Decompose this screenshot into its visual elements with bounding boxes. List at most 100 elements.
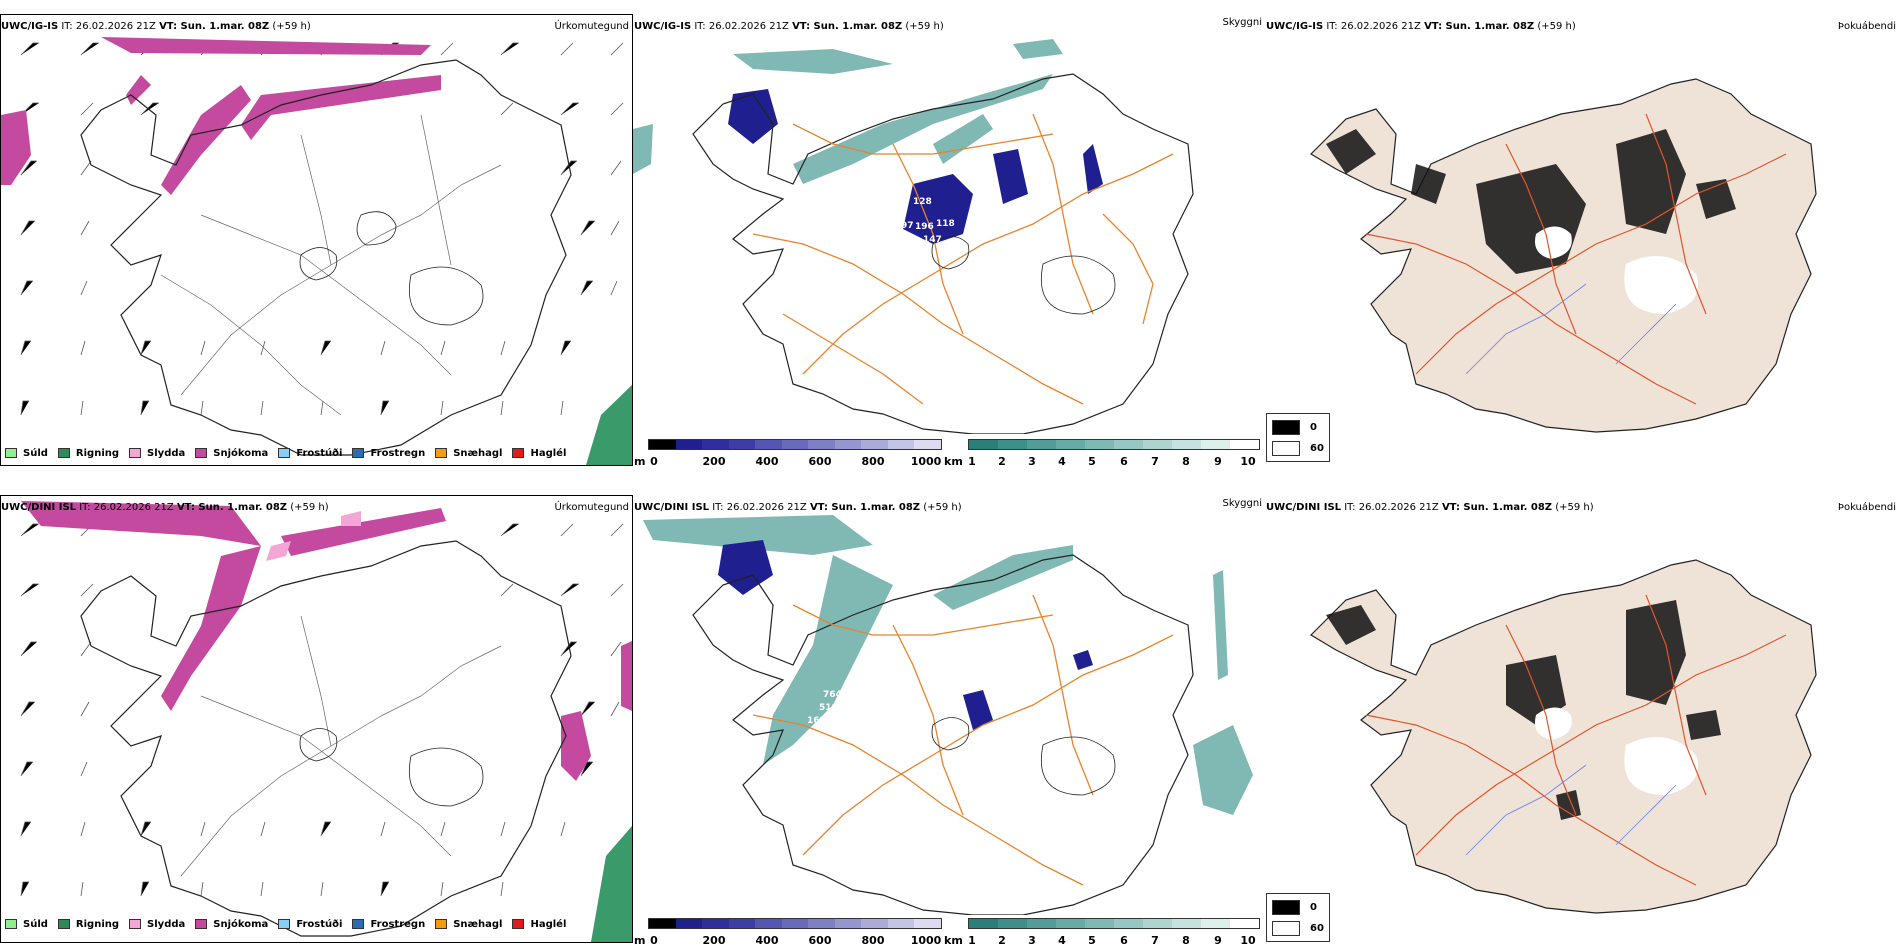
road-lines xyxy=(180,615,502,877)
legend-swatch xyxy=(352,919,365,929)
lead-time: (+59 h) xyxy=(905,21,944,32)
fog-panel-row1 xyxy=(1266,34,1900,434)
fog-legend-swatch-black xyxy=(1272,900,1300,915)
height-colorbar-swatches xyxy=(648,439,942,450)
legend-item: Snjókoma xyxy=(195,919,268,930)
ceiling-areas xyxy=(728,89,1103,244)
legend-swatch xyxy=(512,919,525,929)
glacier-outlines xyxy=(299,728,484,807)
height-tick: 400 xyxy=(755,934,779,947)
precip-legend-row2: Súld Rigning Slydda Snjókoma Frostúði Fr… xyxy=(5,916,576,932)
legend-item: Snæhagl xyxy=(435,919,502,930)
legend-swatch xyxy=(435,448,448,458)
parameter-name: Úrkomutegund xyxy=(554,21,629,32)
visibility-colorbar-row2: km 1 2 3 4 5 6 7 8 9 10 xyxy=(944,916,1264,950)
visibility-tick: 10 xyxy=(1240,455,1256,468)
legend-swatch xyxy=(195,919,208,929)
height-unit: m xyxy=(634,455,646,468)
ceiling-label: 112 xyxy=(878,257,897,267)
visibility-tick: 10 xyxy=(1240,934,1256,947)
ceiling-label: 147 xyxy=(923,235,942,245)
legend-swatch xyxy=(278,448,291,458)
fog-legend-max: 60 xyxy=(1310,923,1324,934)
model-name: UWC/DINI ISL xyxy=(634,502,710,513)
init-time: IT: 26.02.2026 21Z xyxy=(61,21,156,32)
legend-label: Frostregn xyxy=(370,447,426,459)
fog-legend-swatch-white xyxy=(1272,441,1300,456)
iceland-outline xyxy=(80,59,572,456)
low-visibility-areas xyxy=(633,39,1063,184)
iceland-landmass xyxy=(1310,559,1817,914)
height-tick: 600 xyxy=(808,455,832,468)
legend-label: Snjókoma xyxy=(213,918,269,930)
ceiling-label: 97 xyxy=(901,221,914,231)
fog-legend-min: 0 xyxy=(1310,422,1317,433)
init-time: IT: 26.02.2026 21Z xyxy=(694,21,789,32)
legend-item: Frostregn xyxy=(352,448,425,459)
snow-bands xyxy=(1,37,441,195)
parameter-name: Þokuábendi xyxy=(1837,502,1896,513)
visibility-tick: 9 xyxy=(1214,455,1222,468)
height-tick: 800 xyxy=(861,455,885,468)
legend-swatch xyxy=(435,919,448,929)
legend-swatch xyxy=(5,448,17,458)
wind-barbs xyxy=(20,523,624,897)
legend-label: Haglél xyxy=(530,447,567,459)
legend-item: Rigning xyxy=(57,918,120,930)
visibility-tick: 8 xyxy=(1182,455,1190,468)
legend-item: Snjókoma xyxy=(195,448,268,459)
legend-label: Slydda xyxy=(147,918,186,930)
legend-swatch xyxy=(352,448,365,458)
legend-item: Slydda xyxy=(129,448,185,459)
legend-label: Súld xyxy=(23,447,48,459)
wind-barbs xyxy=(20,42,624,416)
height-colorbar-row2: m 0 200 400 600 800 1000 xyxy=(634,916,944,950)
visibility-tick: 6 xyxy=(1120,934,1128,947)
road-network xyxy=(1365,113,1787,405)
model-name: UWC/IG-IS xyxy=(634,21,692,32)
sleet-areas xyxy=(266,511,361,561)
rivers xyxy=(1465,764,1677,856)
parameter-name: Þokuábendi xyxy=(1837,21,1896,32)
init-time: IT: 26.02.2026 21Z xyxy=(79,502,174,513)
legend-item: Frostregn xyxy=(352,919,425,930)
legend-swatch xyxy=(129,919,142,929)
valid-time: VT: Sun. 1.mar. 08Z xyxy=(159,21,270,32)
fog-legend-swatch-black xyxy=(1272,420,1300,435)
legend-label: Frostúði xyxy=(296,447,343,459)
panel-header-row2-mid: UWC/DINI ISL IT: 26.02.2026 21Z VT: Sun.… xyxy=(634,498,1264,515)
low-visibility-areas xyxy=(643,515,1253,815)
legend-label: Rigning xyxy=(75,918,120,930)
legend-item: Haglél xyxy=(512,919,566,930)
visibility-map-row2: 764 510 168 xyxy=(643,515,1253,915)
panel-header-row1-left: UWC/IG-IS IT: 26.02.2026 21Z VT: Sun. 1.… xyxy=(1,20,631,34)
visibility-tick: 4 xyxy=(1058,934,1066,947)
lead-time: (+59 h) xyxy=(272,21,311,32)
legend-swatch xyxy=(512,448,525,458)
ceiling-label: 110 xyxy=(973,221,992,231)
legend-label: Rigning xyxy=(75,447,120,459)
visibility-tick: 5 xyxy=(1088,455,1096,468)
legend-item: Rigning xyxy=(57,447,120,459)
legend-label: Snæhagl xyxy=(453,447,503,459)
parameter-name: Úrkomutegund xyxy=(554,502,629,513)
legend-label: Frostúði xyxy=(296,918,343,930)
visibility-tick: 6 xyxy=(1120,455,1128,468)
valid-time: VT: Sun. 1.mar. 08Z xyxy=(792,21,903,32)
road-network xyxy=(752,113,1174,405)
visibility-unit: km xyxy=(944,455,963,468)
fog-legend-min: 0 xyxy=(1310,902,1317,913)
visibility-unit: km xyxy=(944,934,963,947)
rivers xyxy=(1465,283,1677,375)
valid-time: VT: Sun. 1.mar. 08Z xyxy=(1441,502,1553,513)
legend-item: Frostúði xyxy=(278,448,342,459)
height-colorbar-swatches xyxy=(648,918,942,929)
visibility-tick: 2 xyxy=(998,455,1006,468)
visibility-colorbar-swatches xyxy=(968,918,1260,929)
legend-item: Slydda xyxy=(129,919,185,930)
height-tick: 800 xyxy=(861,934,885,947)
legend-item: Haglél xyxy=(512,448,566,459)
height-tick: 200 xyxy=(702,455,726,468)
lead-time: (+59 h) xyxy=(1555,502,1594,513)
glacier-areas xyxy=(1535,226,1698,314)
